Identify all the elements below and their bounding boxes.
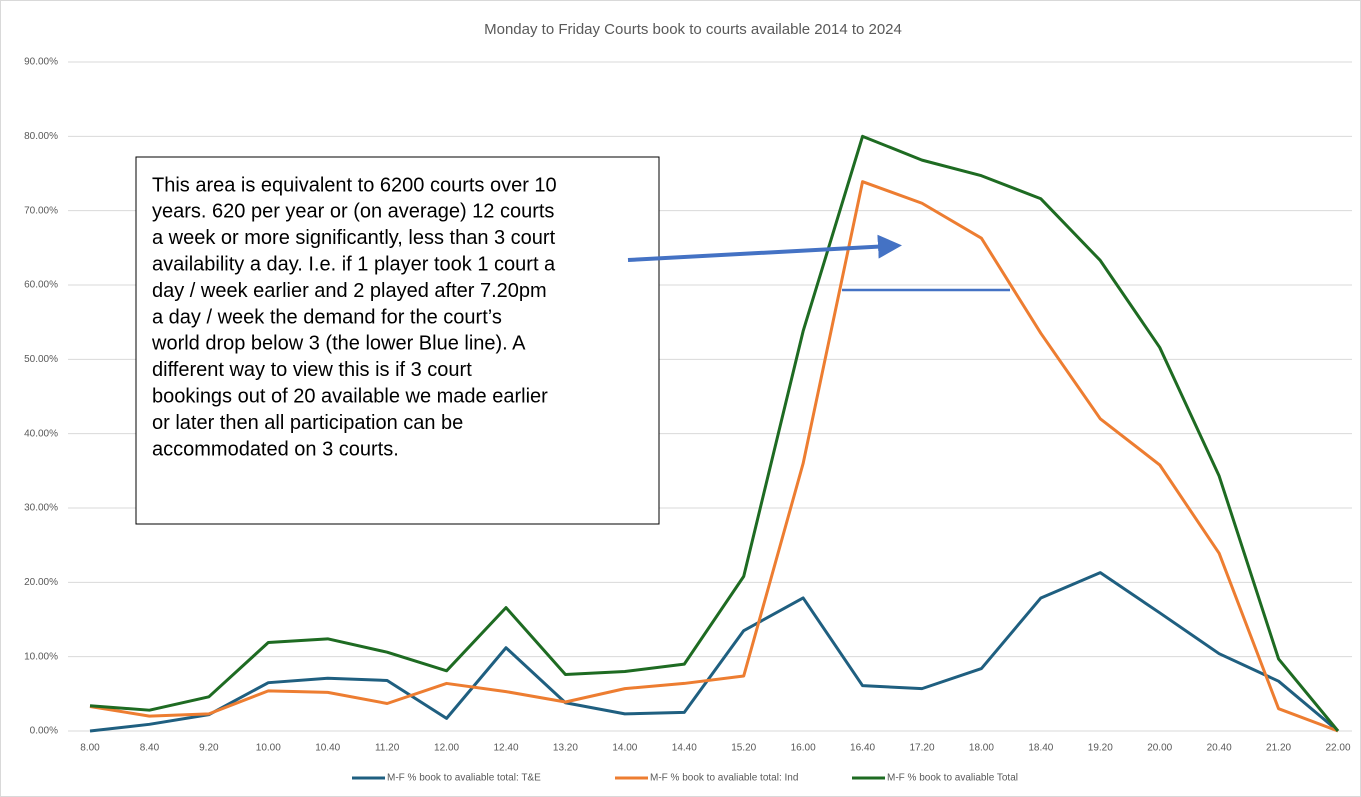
series-line	[89, 571, 1339, 733]
annotation-text: a week or more significantly, less than …	[152, 227, 556, 249]
x-tick-label: 10.00	[256, 743, 281, 754]
x-tick-label: 16.00	[791, 743, 816, 754]
x-tick-label: 14.40	[672, 743, 697, 754]
x-tick-label: 10.40	[315, 743, 340, 754]
annotation-text: This area is equivalent to 6200 courts o…	[152, 174, 557, 196]
series-line	[89, 134, 1340, 732]
x-tick-label: 22.00	[1325, 743, 1350, 754]
y-tick-label: 0.00%	[30, 726, 58, 737]
chart-title: Monday to Friday Courts book to courts a…	[484, 21, 902, 38]
series-line	[89, 180, 1339, 733]
annotation-text: accommodated on 3 courts.	[152, 438, 399, 460]
y-tick-label: 90.00%	[24, 57, 58, 68]
x-tick-label: 14.00	[612, 743, 637, 754]
annotation-arrow	[627, 234, 902, 262]
x-tick-label: 19.20	[1088, 743, 1113, 754]
annotation-text: day / week earlier and 2 played after 7.…	[152, 280, 547, 302]
x-tick-label: 21.20	[1266, 743, 1291, 754]
y-tick-label: 80.00%	[24, 131, 58, 142]
y-tick-label: 60.00%	[24, 280, 58, 291]
x-tick-label: 18.40	[1028, 743, 1053, 754]
annotation-text: different way to view this is if 3 court	[152, 359, 472, 381]
y-tick-label: 50.00%	[24, 354, 58, 365]
y-tick-label: 30.00%	[24, 503, 58, 514]
annotation-text: years. 620 per year or (on average) 12 c…	[152, 201, 554, 223]
x-tick-label: 11.20	[375, 743, 400, 754]
x-tick-label: 17.20	[909, 743, 934, 754]
x-tick-label: 8.00	[80, 743, 100, 754]
annotation-text: a day / week the demand for the court’s	[152, 306, 502, 328]
y-tick-label: 10.00%	[24, 651, 58, 662]
legend-label: M-F % book to avaliable Total	[887, 773, 1018, 784]
legend-label: M-F % book to avaliable total: Ind	[650, 773, 798, 784]
annotation-text: bookings out of 20 available we made ear…	[152, 385, 548, 407]
annotation-text: availability a day. I.e. if 1 player too…	[152, 253, 556, 275]
x-tick-label: 20.00	[1147, 743, 1172, 754]
y-tick-label: 20.00%	[24, 577, 58, 588]
x-tick-label: 12.40	[493, 743, 518, 754]
annotation-box	[135, 156, 660, 525]
annotation-text: or later then all participation can be	[152, 412, 463, 434]
x-tick-label: 12.00	[434, 743, 459, 754]
x-tick-label: 13.20	[553, 743, 578, 754]
y-tick-label: 40.00%	[24, 428, 58, 439]
annotation-text: world drop below 3 (the lower Blue line)…	[151, 333, 526, 355]
x-tick-label: 8.40	[140, 743, 160, 754]
x-tick-label: 9.20	[199, 743, 219, 754]
x-tick-label: 16.40	[850, 743, 875, 754]
x-tick-label: 20.40	[1207, 743, 1232, 754]
y-tick-label: 70.00%	[24, 205, 58, 216]
legend-label: M-F % book to avaliable total: T&E	[387, 773, 541, 784]
x-tick-label: 18.00	[969, 743, 994, 754]
x-tick-label: 15.20	[731, 743, 756, 754]
